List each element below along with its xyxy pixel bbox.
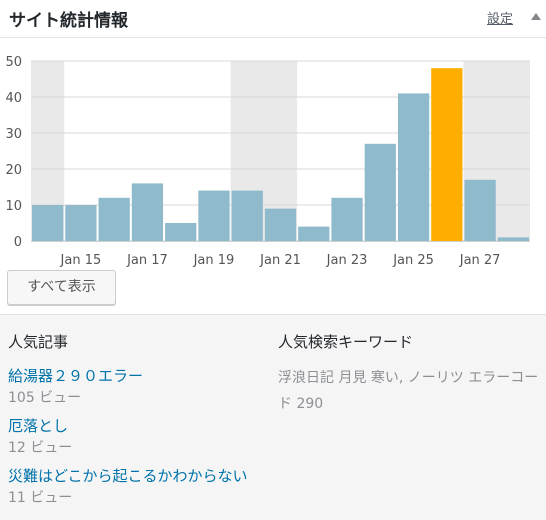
bar [264,208,297,241]
keywords-list: 浮浪日記 月見 寒い, ノーリツ エラーコード 290 [278,370,539,412]
x-tick-label: Jan 15 [60,253,102,268]
post-views: 11 ビュー [8,490,73,506]
view-all-button[interactable]: すべて表示 [7,270,116,305]
bar [464,179,496,241]
views-chart: 0 10 20 30 40 50 Jan 15 Jan 17 Jan 19 Jan 21 Jan 2… [0,38,546,270]
bar [497,237,529,241]
list-item: 災難はどこから起こるかわからない 11 ビュー [8,465,272,509]
bar [364,143,396,241]
y-tick-label: 10 [5,199,22,214]
bar [98,197,130,241]
list-item: 給湯器２９０エラー 105 ビュー [8,365,272,409]
post-views: 105 ビュー [8,390,82,406]
y-tick-label: 40 [5,91,22,106]
bar [165,223,197,241]
collapse-toggle-icon[interactable] [531,13,541,20]
bar [131,183,164,241]
x-tick-label: Jan 21 [259,253,301,268]
bar [32,205,64,241]
x-tick-label: Jan 25 [392,253,434,268]
y-tick-label: 20 [5,163,22,178]
post-link[interactable]: 災難はどこから起こるかわからない [8,467,248,485]
y-tick-label: 50 [5,55,22,70]
bar [331,197,363,241]
y-tick-label: 30 [5,127,22,142]
post-link[interactable]: 給湯器２９０エラー [8,367,144,385]
x-tick-label: Jan 17 [126,253,168,268]
list-item: 厄落とし 12 ビュー [8,415,272,459]
bar [198,190,230,241]
x-tick-label: Jan 23 [326,253,368,268]
bar [397,93,430,242]
stats-lower-panel: 人気記事 給湯器２９０エラー 105 ビュー 厄落とし 12 ビュー 災難はどこ… [0,314,546,520]
post-views: 12 ビュー [8,440,73,456]
post-link[interactable]: 厄落とし [8,417,69,435]
bar [231,190,263,241]
bar [298,226,330,241]
x-tick-label: Jan 19 [193,253,235,268]
popular-posts-heading: 人気記事 [8,333,69,351]
settings-link[interactable]: 設定 [487,12,514,27]
widget-header: サイト統計情報 設定 [0,0,546,38]
y-tick-label: 0 [14,235,22,250]
views-bar-chart: 0 10 20 30 40 50 Jan 15 Jan 17 Jan 19 Jan 21 Jan 2… [5,55,530,268]
widget-title: サイト統計情報 [9,11,128,31]
bar [65,205,97,241]
bar [431,68,463,241]
popular-posts: 人気記事 給湯器２９０エラー 105 ビュー 厄落とし 12 ビュー 災難はどこ… [8,331,272,509]
popular-keywords-heading: 人気検索キーワード [278,333,414,351]
x-tick-label: Jan 27 [459,253,501,268]
popular-keywords: 人気検索キーワード 浮浪日記 月見 寒い, ノーリツ エラーコード 290 [278,331,546,417]
